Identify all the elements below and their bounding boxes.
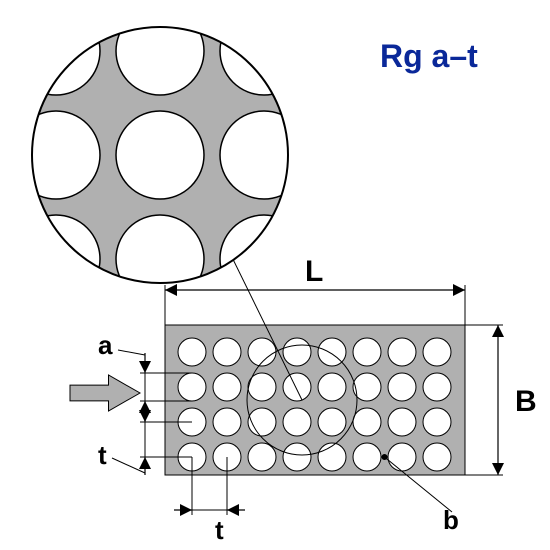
dim-t-horiz-label: t: [215, 515, 224, 546]
dim-b-label: b: [443, 505, 459, 536]
perforation-diagram: [0, 0, 550, 550]
title-label: Rg a–t: [380, 38, 478, 75]
dim-a-label: a: [98, 330, 112, 361]
dim-t-vert-label: t: [98, 440, 107, 471]
dim-B-label: B: [515, 385, 537, 419]
dim-L-label: L: [305, 255, 323, 289]
